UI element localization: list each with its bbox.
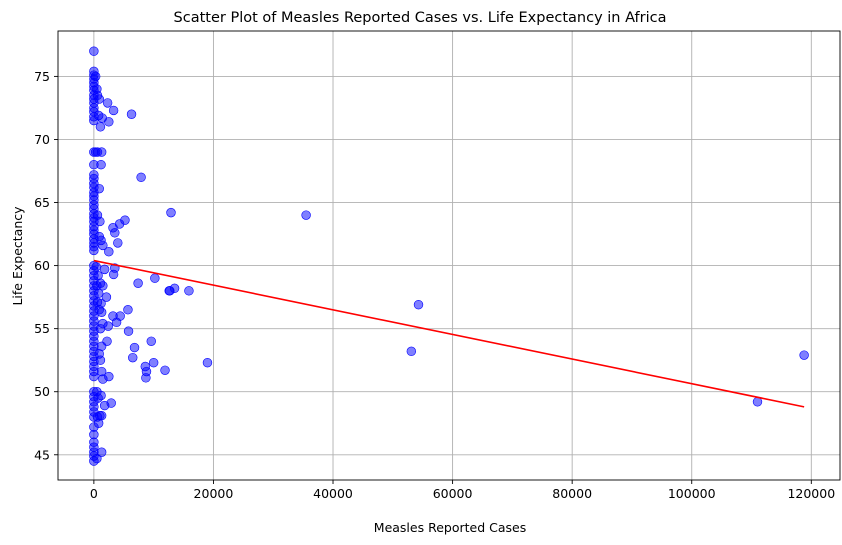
x-tick-label: 100000 [668, 486, 716, 501]
axis-ticks: 0 20000 40000 60000 80000 100000 120000 45 50 55 6… [34, 69, 835, 501]
x-tick-label: 20000 [194, 486, 234, 501]
data-point [202, 358, 213, 368]
data-point [108, 105, 119, 116]
data-point [89, 46, 99, 56]
data-point [136, 172, 146, 183]
y-tick-label: 75 [34, 69, 50, 84]
data-point [98, 281, 108, 291]
y-tick-label: 50 [34, 384, 50, 399]
data-point [413, 299, 424, 310]
data-point [128, 352, 138, 363]
y-tick-label: 70 [34, 132, 50, 147]
data-point [799, 350, 809, 360]
data-point [98, 240, 108, 251]
data-point [101, 292, 112, 302]
data-point [120, 215, 130, 225]
data-point [104, 247, 114, 257]
data-point [96, 447, 107, 457]
data-point [123, 305, 133, 315]
chart-title: Scatter Plot of Measles Reported Cases v… [174, 10, 667, 26]
x-tick-label: 120000 [787, 486, 835, 501]
data-point [160, 365, 170, 375]
data-point [150, 273, 160, 283]
data-point [113, 238, 123, 248]
data-point [95, 216, 105, 227]
data-point [99, 264, 110, 275]
data-point [96, 410, 107, 421]
data-point [752, 397, 763, 407]
data-point [104, 117, 114, 127]
data-point [94, 183, 104, 194]
data-point [104, 371, 114, 382]
data-point [89, 371, 99, 382]
data-point [140, 361, 150, 372]
data-point [301, 210, 311, 220]
data-point [89, 245, 99, 256]
data-point [96, 147, 107, 157]
data-point [129, 342, 140, 353]
y-tick-label: 55 [34, 321, 50, 336]
data-point [184, 286, 194, 296]
data-point [169, 283, 180, 293]
grid-lines [58, 31, 840, 480]
data-point [123, 326, 134, 336]
y-tick-label: 60 [34, 258, 50, 273]
y-tick-label: 45 [34, 447, 50, 462]
x-tick-label: 80000 [552, 486, 592, 501]
data-point [115, 311, 125, 321]
data-point [91, 262, 101, 272]
data-point [102, 98, 113, 108]
data-point [106, 398, 116, 408]
data-point [90, 71, 101, 82]
data-point [166, 207, 176, 218]
data-point [133, 278, 143, 288]
data-points [89, 46, 809, 466]
data-point [94, 94, 104, 104]
data-point [96, 390, 106, 401]
x-axis-label: Measles Reported Cases [374, 520, 526, 535]
data-point [146, 336, 156, 346]
data-point [96, 159, 106, 170]
data-point [95, 122, 106, 132]
data-point [110, 228, 120, 238]
trend-line [93, 259, 805, 408]
data-point [148, 358, 159, 368]
data-point [126, 109, 137, 119]
data-point [95, 355, 106, 365]
trend-line-group [93, 259, 805, 408]
x-tick-label: 0 [90, 486, 98, 501]
plot-frame [57, 30, 841, 481]
data-point [406, 346, 417, 357]
x-tick-label: 40000 [313, 486, 353, 501]
data-point [95, 323, 106, 334]
y-tick-label: 65 [34, 195, 50, 210]
y-axis-label: Life Expectancy [10, 206, 25, 306]
x-tick-label: 60000 [433, 486, 473, 501]
data-point [96, 307, 107, 317]
data-point [92, 453, 102, 464]
